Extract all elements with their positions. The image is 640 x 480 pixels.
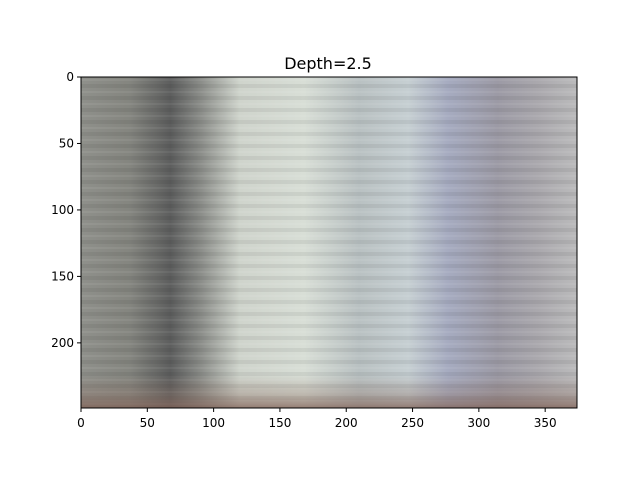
x-tick-label: 100 xyxy=(202,416,225,430)
y-tick-label: 50 xyxy=(59,136,74,150)
x-tick-label: 350 xyxy=(534,416,557,430)
heatmap-image xyxy=(81,77,577,408)
y-axis: 0 50 100 150 200 xyxy=(51,70,81,350)
x-tick-label: 150 xyxy=(268,416,291,430)
plot-frame xyxy=(80,76,578,409)
x-tick-label: 0 xyxy=(77,416,85,430)
x-axis: 0 50 100 150 200 250 300 350 xyxy=(77,408,557,430)
y-tick-label: 100 xyxy=(51,203,74,217)
y-tick-label: 150 xyxy=(51,269,74,283)
y-tick-label: 0 xyxy=(66,70,74,84)
x-tick-label: 50 xyxy=(140,416,155,430)
y-tick-label: 200 xyxy=(51,336,74,350)
heatmap-bottom-edge xyxy=(81,77,577,408)
x-tick-label: 250 xyxy=(401,416,424,430)
x-tick-label: 300 xyxy=(467,416,490,430)
chart-title: Depth=2.5 xyxy=(284,54,372,73)
x-tick-label: 200 xyxy=(335,416,358,430)
